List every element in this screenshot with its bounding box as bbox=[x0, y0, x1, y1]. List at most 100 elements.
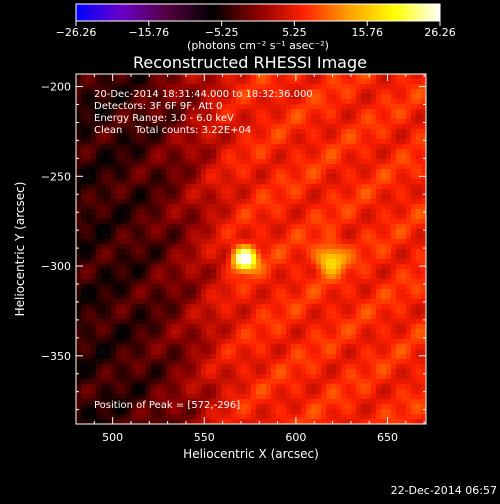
heatmap-cell bbox=[86, 364, 91, 369]
heatmap-cell bbox=[221, 259, 226, 264]
heatmap-cell bbox=[286, 254, 291, 259]
heatmap-cell bbox=[116, 319, 121, 324]
heatmap-cell bbox=[281, 364, 286, 369]
heatmap-cell bbox=[256, 244, 261, 249]
heatmap-cell bbox=[76, 219, 81, 224]
heatmap-cell bbox=[321, 194, 326, 199]
heatmap-cell bbox=[96, 359, 101, 364]
heatmap-cell bbox=[311, 234, 316, 239]
heatmap-cell bbox=[341, 369, 346, 374]
heatmap-cell bbox=[161, 259, 166, 264]
heatmap-cell bbox=[131, 329, 136, 334]
heatmap-cell bbox=[166, 249, 171, 254]
heatmap-cell bbox=[196, 229, 201, 234]
heatmap-cell bbox=[126, 264, 131, 269]
heatmap-cell bbox=[326, 134, 331, 139]
heatmap-cell bbox=[96, 189, 101, 194]
heatmap-cell bbox=[406, 384, 411, 389]
heatmap-cell bbox=[411, 334, 416, 339]
heatmap-cell bbox=[81, 279, 86, 284]
heatmap-cell bbox=[146, 304, 151, 309]
heatmap-cell bbox=[196, 309, 201, 314]
heatmap-cell bbox=[91, 294, 96, 299]
heatmap-cell bbox=[296, 264, 301, 269]
heatmap-cell bbox=[246, 284, 251, 289]
heatmap-cell bbox=[176, 289, 181, 294]
heatmap-cell bbox=[356, 309, 361, 314]
heatmap-cell bbox=[246, 194, 251, 199]
heatmap-cell bbox=[376, 269, 381, 274]
heatmap-cell bbox=[331, 154, 336, 159]
heatmap-cell bbox=[111, 79, 116, 84]
heatmap-cell bbox=[236, 174, 241, 179]
heatmap-cell bbox=[371, 164, 376, 169]
heatmap-cell bbox=[141, 389, 146, 394]
heatmap-cell bbox=[101, 79, 106, 84]
heatmap-cell bbox=[131, 414, 136, 419]
heatmap-cell bbox=[376, 214, 381, 219]
heatmap-cell bbox=[301, 354, 306, 359]
heatmap-cell bbox=[276, 239, 281, 244]
heatmap-cell bbox=[236, 239, 241, 244]
heatmap-cell bbox=[281, 164, 286, 169]
heatmap-cell bbox=[386, 274, 391, 279]
heatmap-cell bbox=[246, 329, 251, 334]
heatmap-cell bbox=[396, 124, 401, 129]
heatmap-cell bbox=[321, 369, 326, 374]
heatmap-cell bbox=[81, 214, 86, 219]
heatmap-cell bbox=[251, 104, 256, 109]
heatmap-cell bbox=[176, 319, 181, 324]
heatmap-cell bbox=[361, 264, 366, 269]
heatmap-cell bbox=[91, 74, 96, 79]
heatmap-cell bbox=[171, 159, 176, 164]
heatmap-cell bbox=[201, 269, 206, 274]
heatmap-cell bbox=[251, 249, 256, 254]
heatmap-cell bbox=[136, 269, 141, 274]
heatmap-cell bbox=[116, 284, 121, 289]
heatmap-cell bbox=[266, 394, 271, 399]
heatmap-cell bbox=[316, 379, 321, 384]
heatmap-cell bbox=[386, 234, 391, 239]
heatmap-cell bbox=[366, 414, 371, 419]
heatmap-cell bbox=[361, 114, 366, 119]
heatmap-cell bbox=[246, 179, 251, 184]
heatmap-cell bbox=[226, 189, 231, 194]
heatmap-cell bbox=[166, 394, 171, 399]
heatmap-cell bbox=[246, 354, 251, 359]
heatmap-cell bbox=[381, 264, 386, 269]
heatmap-cell bbox=[191, 214, 196, 219]
heatmap-cell bbox=[86, 309, 91, 314]
heatmap-cell bbox=[331, 89, 336, 94]
heatmap-cell bbox=[276, 329, 281, 334]
heatmap-cell bbox=[81, 119, 86, 124]
heatmap-cell bbox=[81, 184, 86, 189]
heatmap-cell bbox=[256, 399, 261, 404]
heatmap-cell bbox=[166, 364, 171, 369]
heatmap-cell bbox=[406, 279, 411, 284]
heatmap-cell bbox=[386, 284, 391, 289]
heatmap-cell bbox=[376, 209, 381, 214]
heatmap-cell bbox=[121, 229, 126, 234]
heatmap-cell bbox=[381, 124, 386, 129]
heatmap-cell bbox=[401, 189, 406, 194]
heatmap-cell bbox=[396, 194, 401, 199]
heatmap-cell bbox=[396, 164, 401, 169]
heatmap-cell bbox=[321, 299, 326, 304]
heatmap-cell bbox=[81, 179, 86, 184]
heatmap-cell bbox=[211, 284, 216, 289]
heatmap-cell bbox=[401, 349, 406, 354]
heatmap-cell bbox=[381, 319, 386, 324]
heatmap-cell bbox=[91, 259, 96, 264]
heatmap-cell bbox=[326, 204, 331, 209]
heatmap-cell bbox=[376, 234, 381, 239]
heatmap-cell bbox=[326, 119, 331, 124]
heatmap-cell bbox=[246, 159, 251, 164]
heatmap-cell bbox=[76, 239, 81, 244]
heatmap-cell bbox=[236, 104, 241, 109]
heatmap-cell bbox=[171, 309, 176, 314]
heatmap-cell bbox=[296, 374, 301, 379]
heatmap-cell bbox=[186, 284, 191, 289]
heatmap-cell bbox=[216, 139, 221, 144]
heatmap-cell bbox=[411, 384, 416, 389]
heatmap-cell bbox=[326, 94, 331, 99]
